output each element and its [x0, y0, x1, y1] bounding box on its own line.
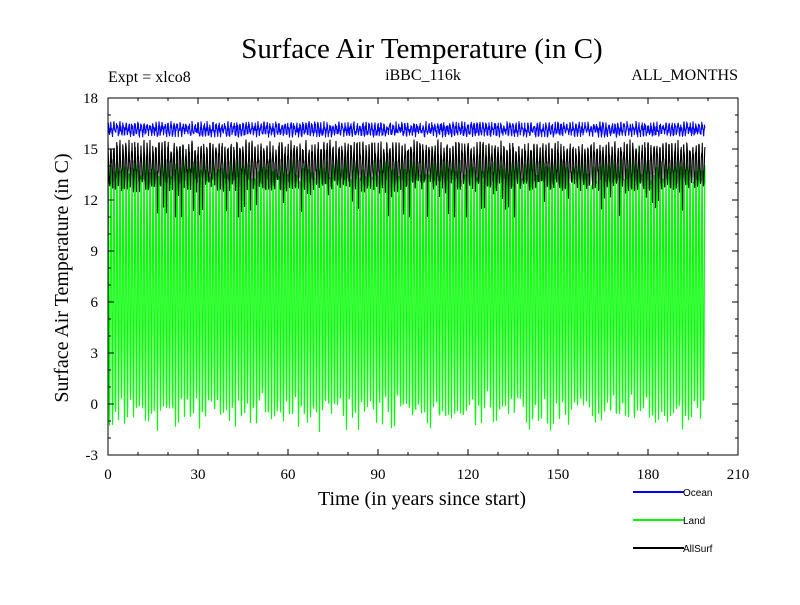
x-tick-label: 30	[191, 467, 206, 483]
legend: Ocean Land AllSurf	[633, 488, 713, 555]
x-tick-label: 60	[281, 467, 296, 483]
x-tick-label: 120	[457, 467, 480, 483]
series-line-land	[107, 145, 706, 433]
y-tick-label: 9	[91, 244, 99, 260]
y-tick-label: 6	[91, 295, 99, 311]
y-tick-label: 15	[83, 142, 98, 158]
axes-layer: 0 30 60 90 120 150 180 210 -3 0 3 6 9 12 15 18	[83, 91, 749, 483]
chart-subtitle-center: iBBC_116k	[385, 67, 461, 84]
y-tick-label: 0	[91, 397, 99, 413]
x-tick-label: 180	[637, 467, 660, 483]
plot-frame	[107, 97, 739, 456]
x-tick-label: 0	[104, 467, 112, 483]
chart-subtitle-right: ALL_MONTHS	[631, 67, 738, 84]
x-axis-label: Time (in years since start)	[318, 488, 526, 510]
legend-label-allsurf: AllSurf	[683, 544, 713, 555]
series-line-ocean	[107, 120, 706, 138]
y-tick-label: 3	[91, 346, 99, 362]
series-line-allsurf	[107, 139, 706, 218]
y-tick-label: 18	[83, 91, 98, 107]
chart-subtitle-left: Expt = xlco8	[108, 69, 191, 86]
legend-label-land: Land	[683, 516, 705, 527]
y-tick-label: -3	[86, 448, 99, 464]
legend-label-ocean: Ocean	[683, 488, 712, 499]
x-tick-label: 210	[727, 467, 750, 483]
y-axis-label: Surface Air Temperature (in C)	[51, 153, 73, 402]
y-tick-label: 12	[83, 193, 98, 209]
x-tick-label: 90	[371, 467, 386, 483]
chart-title: Surface Air Temperature (in C)	[241, 33, 602, 65]
series-layer	[107, 120, 706, 433]
x-tick-label: 150	[547, 467, 570, 483]
